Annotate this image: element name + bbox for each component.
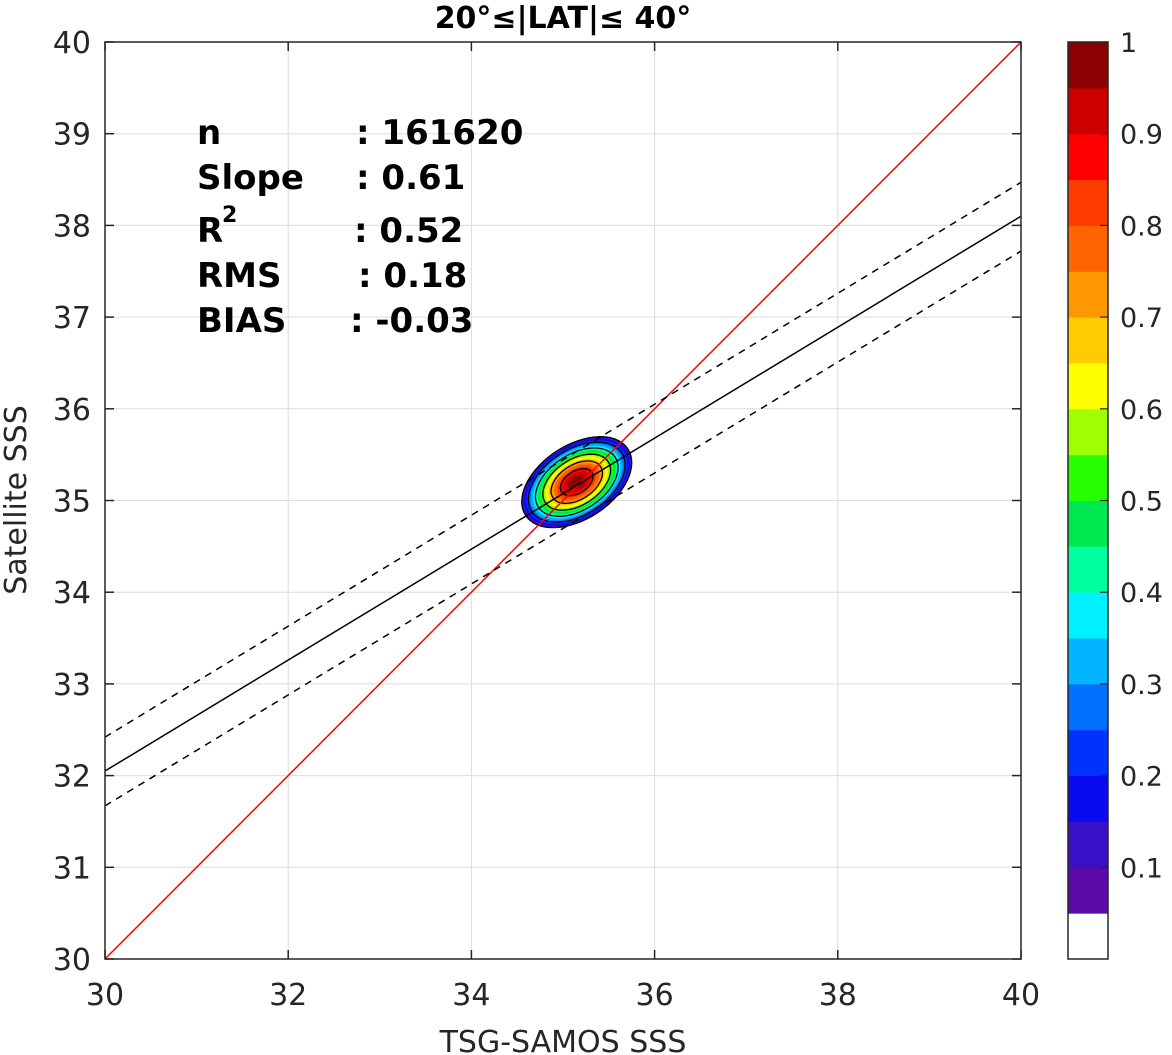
colorbar-segment-11 [1068,408,1108,456]
regression-lower-line [104,250,1022,807]
y-tick-label-6: 36 [53,393,91,428]
colorbar-segment-15 [1068,225,1108,272]
colorbar-tick-label-9: 1 [1120,28,1137,59]
x-tick-label-2: 34 [452,978,490,1013]
y-tick-label-1: 31 [53,851,91,886]
colorbar-segment-7 [1068,592,1108,639]
x-tick-label-4: 38 [819,978,857,1013]
colorbar-segment-13 [1068,317,1108,364]
colorbar-tick-label-1: 0.2 [1120,762,1163,793]
colorbar-segment-19 [1068,42,1108,89]
chart-title: 20°≤|LAT|≤ 40° [435,1,692,36]
x-tick-label-3: 36 [636,978,674,1013]
colorbar-tick-label-2: 0.3 [1120,670,1163,701]
y-axis-ticks: 30 31 32 33 34 35 36 37 38 39 40 [53,26,1021,978]
statistics-annotation: n : 161620 Slope : 0.61 R 2 : 0.52 RMS :… [197,113,523,341]
colorbar-segment-14 [1068,271,1108,318]
colorbar [1067,41,1109,960]
colorbar-segment-5 [1068,683,1108,731]
stat-rms-value: : 0.18 [358,256,467,296]
colorbar-segment-12 [1068,362,1108,410]
x-tick-label-5: 40 [1002,978,1040,1013]
stat-r2-superscript: 2 [222,203,237,228]
y-tick-label-7: 37 [53,301,91,336]
y-tick-label-4: 34 [53,576,91,611]
regression-line [104,215,1022,772]
stat-r2-label: R [197,211,223,251]
x-tick-label-1: 32 [269,978,307,1013]
colorbar-tick-label-8: 0.9 [1120,120,1163,151]
y-tick-label-10: 40 [53,26,91,61]
regression-upper-line [104,181,1022,738]
colorbar-tick-label-7: 0.8 [1120,211,1163,242]
one-to-one-line [104,41,1022,960]
stat-r2-value: : 0.52 [354,211,463,251]
colorbar-segment-8 [1068,546,1108,593]
stat-slope-label: Slope [197,158,304,198]
fit-lines [104,41,1022,960]
y-axis-label: Satellite SSS [0,405,34,595]
y-tick-label-5: 35 [53,485,91,520]
colorbar-tick-label-5: 0.6 [1120,395,1163,426]
y-tick-label-0: 30 [53,943,91,978]
y-tick-label-2: 32 [53,760,91,795]
colorbar-segment-9 [1068,500,1108,547]
colorbar-tick-label-3: 0.4 [1120,578,1163,609]
y-tick-label-8: 38 [53,209,91,244]
x-axis-label: TSG-SAMOS SSS [439,1025,687,1055]
stat-slope-value: : 0.61 [356,158,465,198]
y-tick-label-9: 39 [53,118,91,153]
colorbar-segment-0 [1068,913,1108,960]
colorbar-segment-16 [1068,179,1108,226]
stat-rms-label: RMS [197,256,282,296]
colorbar-tick-label-6: 0.7 [1120,303,1163,334]
density-contour-17 [568,474,586,490]
colorbar-segment-18 [1068,87,1108,135]
colorbar-segment-1 [1068,867,1108,914]
stat-bias-label: BIAS [197,301,286,341]
colorbar-tick-label-4: 0.5 [1120,487,1163,518]
colorbar-segment-6 [1068,638,1108,685]
stat-bias-value: : -0.03 [350,301,473,341]
colorbar-ticks: 0.1 0.2 0.3 0.4 0.5 0.6 0.7 0.8 0.9 1 [1100,28,1163,884]
colorbar-segment-2 [1068,821,1108,868]
x-tick-label-0: 30 [86,978,124,1013]
y-tick-label-3: 33 [53,668,91,703]
stat-n-value: : 161620 [356,113,523,153]
colorbar-segment-3 [1068,775,1108,822]
colorbar-segment-17 [1068,133,1108,181]
stat-n-label: n [197,113,221,153]
x-axis-ticks: 30 32 34 36 38 40 [86,42,1040,1013]
colorbar-tick-label-0: 0.1 [1120,853,1163,884]
colorbar-segment-4 [1068,729,1108,777]
colorbar-segment-10 [1068,454,1108,501]
